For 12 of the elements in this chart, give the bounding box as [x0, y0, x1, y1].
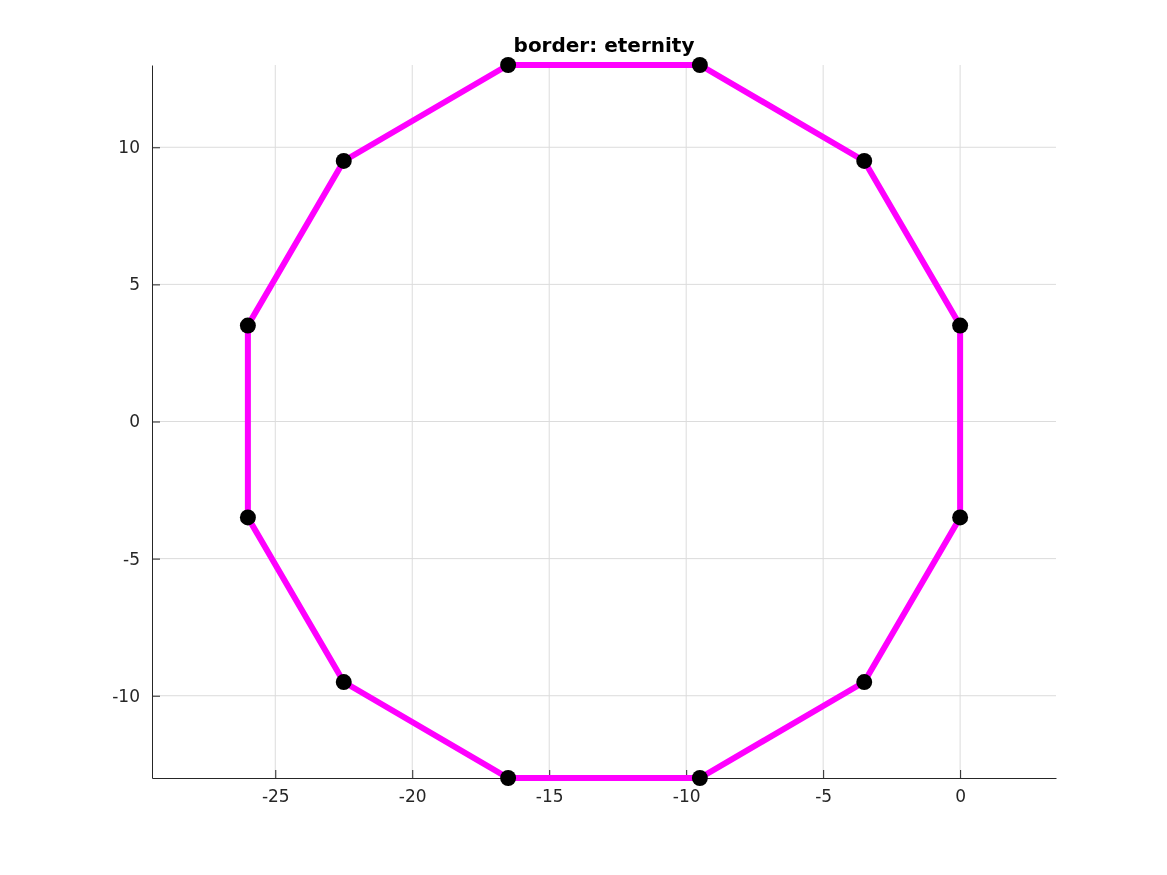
y-tick-label: 5 — [129, 274, 140, 295]
y-tick-label: 10 — [118, 137, 140, 158]
y-tick-label: 0 — [129, 411, 140, 432]
x-tick-label: 0 — [955, 786, 967, 807]
chart-title: border: eternity — [513, 33, 695, 57]
x-tick-label: -5 — [815, 786, 833, 807]
x-tick-label: -20 — [398, 786, 427, 807]
x-tick-label: -15 — [535, 786, 564, 807]
x-tick-label: -10 — [672, 786, 701, 807]
y-tick-label: -10 — [112, 685, 140, 706]
y-tick-label: -5 — [123, 548, 140, 569]
x-tick-label: -25 — [261, 786, 290, 807]
